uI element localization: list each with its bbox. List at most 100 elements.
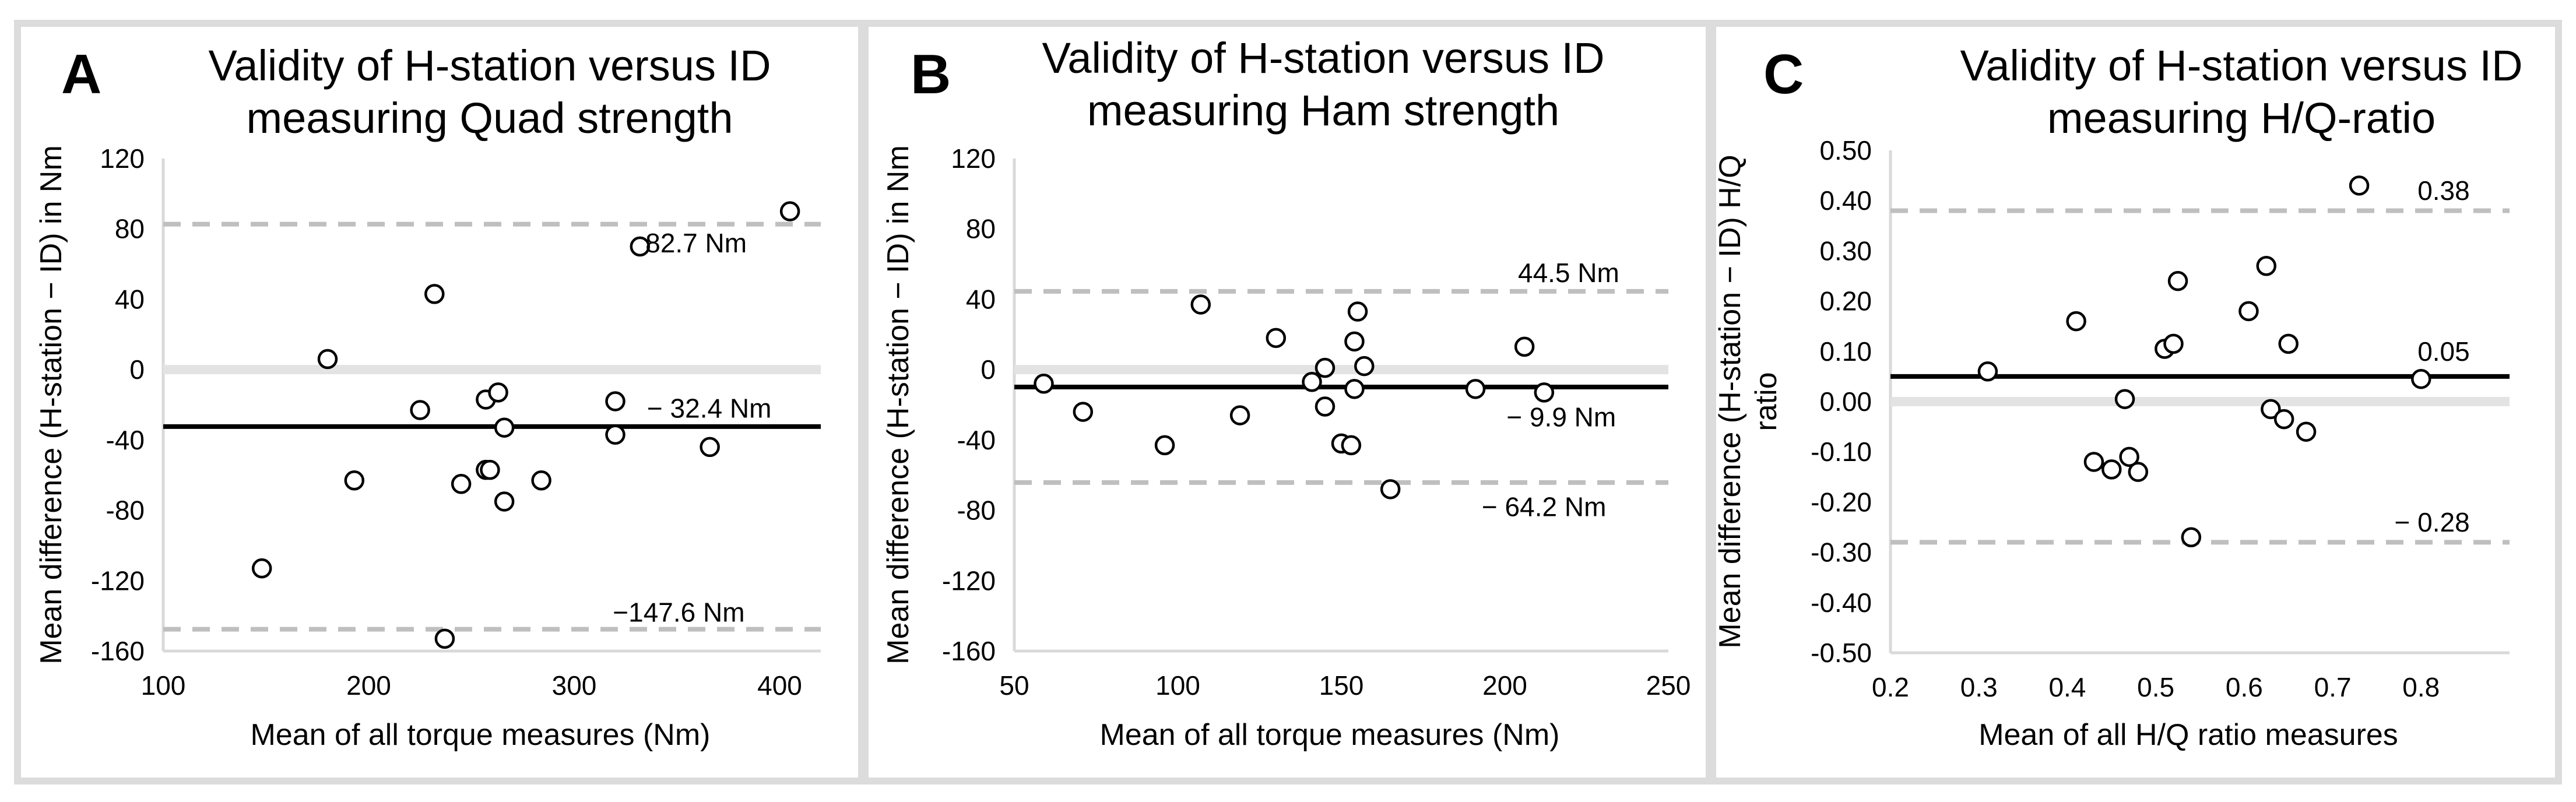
x-tick-label: 200 [346, 670, 391, 701]
y-tick-label: 80 [115, 214, 145, 244]
x-tick-label: 50 [999, 670, 1029, 701]
panel-c: C Validity of H-station versus IDmeasurin… [1709, 20, 2562, 785]
x-tick-label: 0.3 [1960, 672, 1998, 702]
y-tick-label: 40 [115, 284, 145, 314]
data-point [2083, 452, 2104, 472]
data-point [2114, 389, 2135, 409]
chart-title-line: Validity of H-station versus ID [1960, 41, 2522, 90]
y-tick-label: -80 [957, 495, 996, 526]
y-tick-label: -40 [957, 425, 996, 455]
data-point [1977, 361, 1998, 382]
x-tick-label: 100 [1155, 670, 1200, 701]
y-tick-label: -160 [91, 636, 145, 666]
x-tick-label: 400 [757, 670, 802, 701]
y-tick-label: -0.40 [1811, 588, 1872, 618]
y-tick-label: 120 [100, 143, 145, 174]
data-point [531, 470, 551, 491]
data-point [1341, 435, 1362, 456]
data-point [605, 391, 625, 411]
data-point [317, 349, 338, 370]
chart-title-line: Validity of H-station versus ID [1042, 34, 1604, 82]
y-tick-label: 120 [951, 143, 996, 174]
data-point [1514, 336, 1535, 357]
y-tick-label: -80 [106, 495, 145, 526]
x-axis-label: Mean of all torque measures (Nm) [251, 718, 711, 752]
y-tick-label: 0.20 [1819, 286, 1872, 316]
x-tick-label: 0.2 [1872, 672, 1909, 702]
data-point [2163, 333, 2184, 354]
y-tick-label: 0.30 [1819, 235, 1872, 266]
y-tick-label: -0.30 [1811, 537, 1872, 568]
panel-b: B Validity of H-station versus IDmeasurin… [862, 20, 1713, 785]
y-axis-label: Mean difference (H-station − ID) in Nm [881, 145, 915, 664]
data-point [451, 474, 472, 494]
y-tick-label: -0.50 [1811, 638, 1872, 668]
data-point [1302, 372, 1322, 392]
limit-annotation: 44.5 Nm [1518, 258, 1619, 288]
data-point [488, 382, 508, 403]
data-point [1266, 328, 1287, 349]
data-point [1465, 379, 1486, 399]
data-point [2167, 270, 2188, 291]
chart-title-line: Validity of H-station versus ID [208, 41, 771, 90]
data-point [1315, 357, 1336, 378]
y-tick-label: -120 [91, 565, 145, 596]
x-tick-label: 0.4 [2048, 672, 2086, 702]
x-tick-label: 200 [1482, 670, 1527, 701]
chart-title-line: measuring H/Q-ratio [2047, 94, 2436, 142]
data-point [1034, 374, 1054, 394]
data-point [1315, 396, 1336, 417]
limit-annotation: − 0.28 [2395, 507, 2470, 537]
data-point [1380, 479, 1401, 500]
data-point [1154, 435, 1175, 456]
data-point [494, 491, 515, 512]
data-point [1347, 301, 1368, 322]
limit-annotation: − 9.9 Nm [1506, 402, 1616, 432]
y-tick-label: 40 [966, 284, 996, 314]
data-point [480, 459, 500, 480]
data-point [700, 437, 720, 458]
y-tick-label: -120 [942, 565, 996, 596]
x-axis-label: Mean of all torque measures (Nm) [1100, 718, 1560, 752]
data-point [2296, 421, 2317, 442]
data-point [2238, 301, 2259, 322]
panel-letter: C [1763, 43, 1804, 105]
data-point [605, 424, 625, 445]
data-point [2128, 462, 2149, 482]
data-point [2101, 459, 2122, 480]
data-point [2349, 175, 2370, 196]
x-tick-label: 300 [552, 670, 597, 701]
data-point [630, 236, 651, 257]
data-point [2411, 368, 2431, 389]
data-point [2119, 446, 2139, 467]
data-point [2273, 409, 2294, 430]
data-point [1344, 379, 1365, 399]
y-tick-label: -40 [106, 425, 145, 455]
y-axis-label: Mean difference (H-station − ID) in Nm [34, 145, 68, 664]
y-tick-label: 0.00 [1819, 386, 1872, 417]
y-tick-label: 0.40 [1819, 185, 1872, 216]
limit-annotation: −147.6 Nm [613, 597, 744, 628]
y-tick-label: 0 [129, 354, 145, 385]
data-point [410, 400, 430, 420]
y-tick-label: 80 [966, 214, 996, 244]
x-tick-label: 0.8 [2402, 672, 2440, 702]
x-tick-label: 0.6 [2226, 672, 2263, 702]
panel-frame [1709, 20, 2562, 785]
x-tick-label: 250 [1646, 670, 1691, 701]
y-axis-label-line-2: ratio [1749, 372, 1783, 431]
data-point [1073, 402, 1094, 422]
data-point [2181, 527, 2202, 547]
limit-annotation: 82.7 Nm [645, 228, 747, 258]
data-point [1190, 294, 1211, 315]
y-tick-label: -0.20 [1811, 487, 1872, 517]
data-point [779, 201, 800, 221]
data-point [434, 628, 455, 649]
panel-a: A Validity of H-station versus IDmeasurin… [14, 20, 865, 785]
data-point [2066, 311, 2086, 332]
x-tick-label: 0.7 [2314, 672, 2352, 702]
data-point [2278, 333, 2299, 354]
data-point [494, 417, 515, 438]
